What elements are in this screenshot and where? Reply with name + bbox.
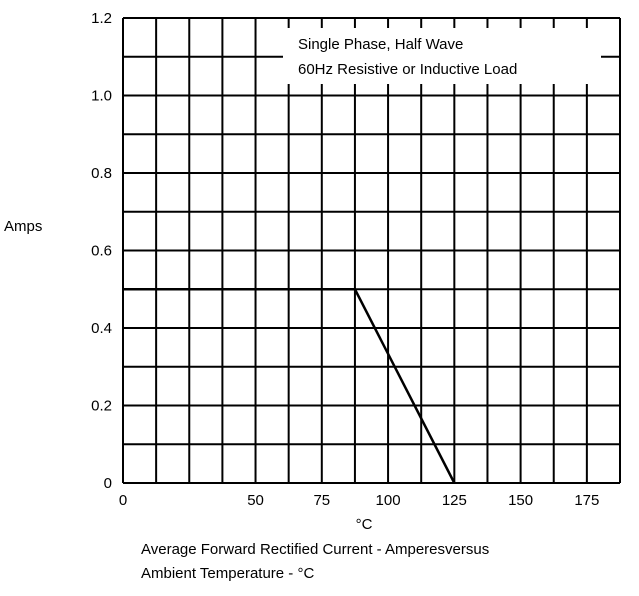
y-tick-label: 1.2 <box>91 10 112 27</box>
y-axis-label: Amps <box>4 218 42 235</box>
x-tick-label: 125 <box>442 492 467 509</box>
y-tick-label: 0.2 <box>91 398 112 415</box>
x-tick-label: 100 <box>376 492 401 509</box>
y-tick-label: 1.0 <box>91 88 112 105</box>
y-tick-label: 0.8 <box>91 165 112 182</box>
x-tick-label: 175 <box>574 492 599 509</box>
x-tick-label: 0 <box>119 492 127 509</box>
annotation-line-2: 60Hz Resistive or Inductive Load <box>298 61 517 78</box>
x-tick-label: 50 <box>247 492 264 509</box>
x-tick-label: 150 <box>508 492 533 509</box>
y-tick-label: 0.4 <box>91 320 112 337</box>
annotation-box <box>283 28 601 84</box>
caption-line-1: Average Forward Rectified Current - Ampe… <box>141 541 490 558</box>
tick-labels: 0 0.2 0.4 0.6 0.8 1.0 1.2 0 50 75 100 125 150 175 <box>91 10 599 509</box>
caption-line-2: Ambient Temperature - °C <box>141 565 315 582</box>
grid-lines <box>122 17 621 484</box>
series-group <box>123 288 456 484</box>
y-tick-label: 0 <box>104 475 112 492</box>
y-tick-label: 0.6 <box>91 243 112 260</box>
x-tick-label: 75 <box>313 492 330 509</box>
annotation-line-1: Single Phase, Half Wave <box>298 36 463 53</box>
x-axis-label: °C <box>356 516 373 533</box>
series-line <box>123 288 456 484</box>
